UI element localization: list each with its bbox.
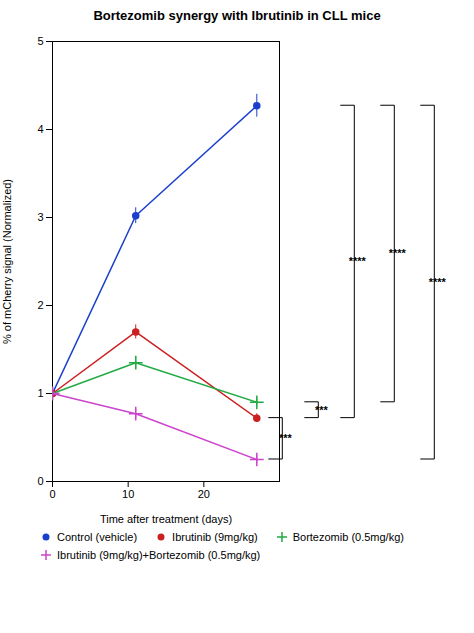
svg-text:0: 0 bbox=[49, 488, 55, 500]
svg-text:Time after treatment (days): Time after treatment (days) bbox=[100, 513, 232, 525]
svg-text:***: *** bbox=[315, 404, 329, 416]
svg-text:20: 20 bbox=[198, 488, 210, 500]
html-text:Ibrutinib (9mg/kg): Ibrutinib (9mg/kg) bbox=[172, 531, 258, 543]
svg-text:****: **** bbox=[429, 276, 447, 288]
html-text:Ibrutinib (9mg/kg)+Bortezomib: Ibrutinib (9mg/kg)+Bortezomib (0.5mg/kg) bbox=[57, 549, 261, 561]
svg-text:****: **** bbox=[349, 255, 367, 267]
svg-text:****: **** bbox=[389, 247, 407, 259]
svg-text:0: 0 bbox=[37, 475, 43, 487]
html-text:Bortezomib (0.5mg/kg): Bortezomib (0.5mg/kg) bbox=[292, 531, 404, 543]
html-text:Bortezomib synergy with Ibruti: Bortezomib synergy with Ibrutinib in CLL… bbox=[93, 8, 381, 23]
svg-text:5: 5 bbox=[37, 35, 43, 47]
html-text:Control (vehicle): Control (vehicle) bbox=[57, 531, 138, 543]
svg-text:10: 10 bbox=[122, 488, 134, 500]
svg-text:% of mCherry signal (Normalize: % of mCherry signal (Normalized) bbox=[1, 179, 13, 344]
svg-text:2: 2 bbox=[37, 299, 43, 311]
svg-text:3: 3 bbox=[37, 211, 43, 223]
svg-text:***: *** bbox=[279, 432, 293, 444]
svg-text:1: 1 bbox=[37, 387, 43, 399]
svg-text:4: 4 bbox=[37, 123, 43, 135]
